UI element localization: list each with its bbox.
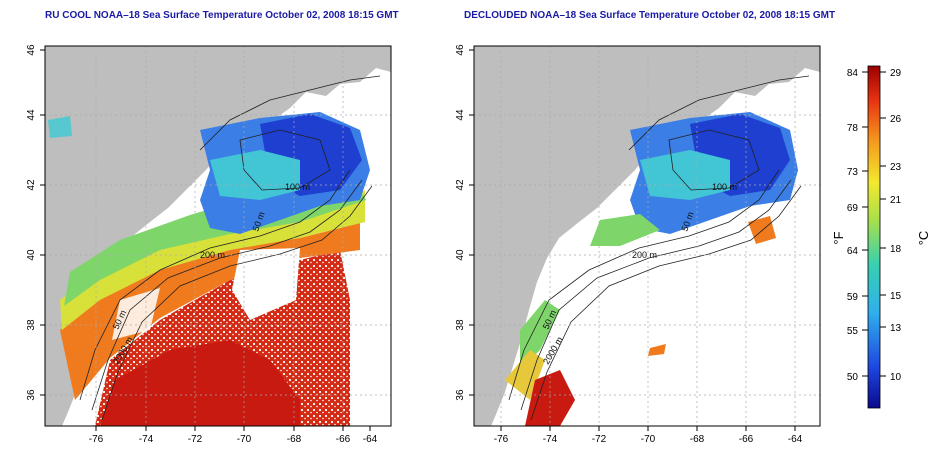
celsius-tick: 10 <box>890 372 902 383</box>
y-tick-label: 46 <box>455 44 466 56</box>
contour-label: 100 m <box>712 182 737 192</box>
y-tick-label: 38 <box>26 319 37 331</box>
contour-200m <box>91 179 363 411</box>
y-tick-label: 38 <box>455 319 466 331</box>
x-tick-label: -76 <box>494 434 509 445</box>
y-tick-label: 42 <box>455 179 466 191</box>
fahrenheit-tick: 59 <box>847 292 859 303</box>
fahrenheit-unit-label: °F <box>831 231 846 244</box>
contour-gom <box>239 129 331 191</box>
contour-gom <box>668 129 760 191</box>
contour-2000m <box>530 185 802 421</box>
right-panel-title: DECLOUDED NOAA–18 Sea Surface Temperatur… <box>464 10 836 21</box>
x-tick-label: -66 <box>739 434 754 445</box>
x-tick-label: -68 <box>287 434 302 445</box>
land-mass <box>474 46 820 426</box>
x-tick-label: -74 <box>543 434 558 445</box>
y-tick-label: 42 <box>26 179 37 191</box>
sst-nearshore-blue <box>48 116 72 138</box>
contour-label: 200 m <box>200 250 225 260</box>
celsius-unit-label: °C <box>916 231 931 246</box>
contour-2000m <box>101 185 373 421</box>
celsius-tick: 26 <box>890 114 902 125</box>
x-tick-label: -76 <box>89 434 104 445</box>
fahrenheit-tick: 55 <box>847 326 859 337</box>
y-tick-label: 36 <box>26 389 37 401</box>
sst-yellow-band <box>60 190 365 330</box>
cloud-gap <box>112 288 160 340</box>
sst-yellow-coast <box>505 350 545 400</box>
sst-cyan-bank <box>210 150 300 200</box>
sst-orange-spot <box>648 344 666 356</box>
y-tick-label: 36 <box>455 389 466 401</box>
sst-green-shelf <box>64 190 366 306</box>
y-tick-label: 44 <box>455 109 466 121</box>
fahrenheit-tick: 78 <box>847 123 859 134</box>
colorbar-gradient <box>867 65 881 409</box>
celsius-tick: 15 <box>890 291 902 302</box>
fahrenheit-tick: 64 <box>847 246 859 257</box>
left-panel-title: RU COOL NOAA–18 Sea Surface Temperature … <box>45 10 399 21</box>
y-tick-label: 44 <box>26 109 37 121</box>
y-tick-label: 46 <box>26 44 37 56</box>
x-tick-label: -70 <box>641 434 656 445</box>
x-tick-label: -66 <box>336 434 351 445</box>
x-tick-label: -72 <box>592 434 607 445</box>
left-map: 100 m 50 m 200 m 50 m 2000 m <box>45 46 391 426</box>
sst-cyan-bank <box>640 150 730 200</box>
fahrenheit-tick: 73 <box>847 167 859 178</box>
x-tick-label: -70 <box>237 434 252 445</box>
colorbar: 84 78 73 69 64 59 55 50 29 26 23 21 18 1… <box>831 65 931 409</box>
y-tick-label: 40 <box>455 249 466 261</box>
contour-label: 200 m <box>632 250 657 260</box>
y-tick-label: 40 <box>26 249 37 261</box>
contour-label: 100 m <box>285 182 310 192</box>
x-tick-label: -74 <box>139 434 154 445</box>
x-tick-label: -68 <box>690 434 705 445</box>
contour-coast <box>628 75 810 151</box>
fahrenheit-tick: 50 <box>847 372 859 383</box>
fahrenheit-tick: 84 <box>847 68 859 79</box>
contour-coast <box>199 75 381 151</box>
land-mass <box>45 46 391 426</box>
sst-green-patch <box>590 214 660 246</box>
contour-200m <box>520 179 792 411</box>
celsius-tick: 29 <box>890 68 902 79</box>
right-map: 100 m 50 m 200 m 50 m 2000 m <box>474 46 820 426</box>
cloud-gap <box>232 248 300 320</box>
x-tick-label: -64 <box>363 434 378 445</box>
contour-50m <box>79 169 351 401</box>
left-map-frame <box>44 45 392 427</box>
left-y-axis: 46 44 42 40 38 36 <box>26 44 45 401</box>
sst-red-core <box>100 340 300 426</box>
celsius-tick: 13 <box>890 323 902 334</box>
fahrenheit-tick: 69 <box>847 203 859 214</box>
celsius-tick: 23 <box>890 162 902 173</box>
right-map-frame <box>473 45 821 427</box>
contour-50m <box>508 169 780 401</box>
x-tick-label: -64 <box>788 434 803 445</box>
celsius-tick: 21 <box>890 195 902 206</box>
left-x-axis: -76 -74 -72 -70 -68 -66 -64 <box>89 426 378 445</box>
x-tick-label: -72 <box>188 434 203 445</box>
right-x-axis: -76 -74 -72 -70 -68 -66 -64 <box>494 426 803 445</box>
celsius-tick: 18 <box>890 244 902 255</box>
right-y-axis: 46 44 42 40 38 36 <box>455 44 474 401</box>
